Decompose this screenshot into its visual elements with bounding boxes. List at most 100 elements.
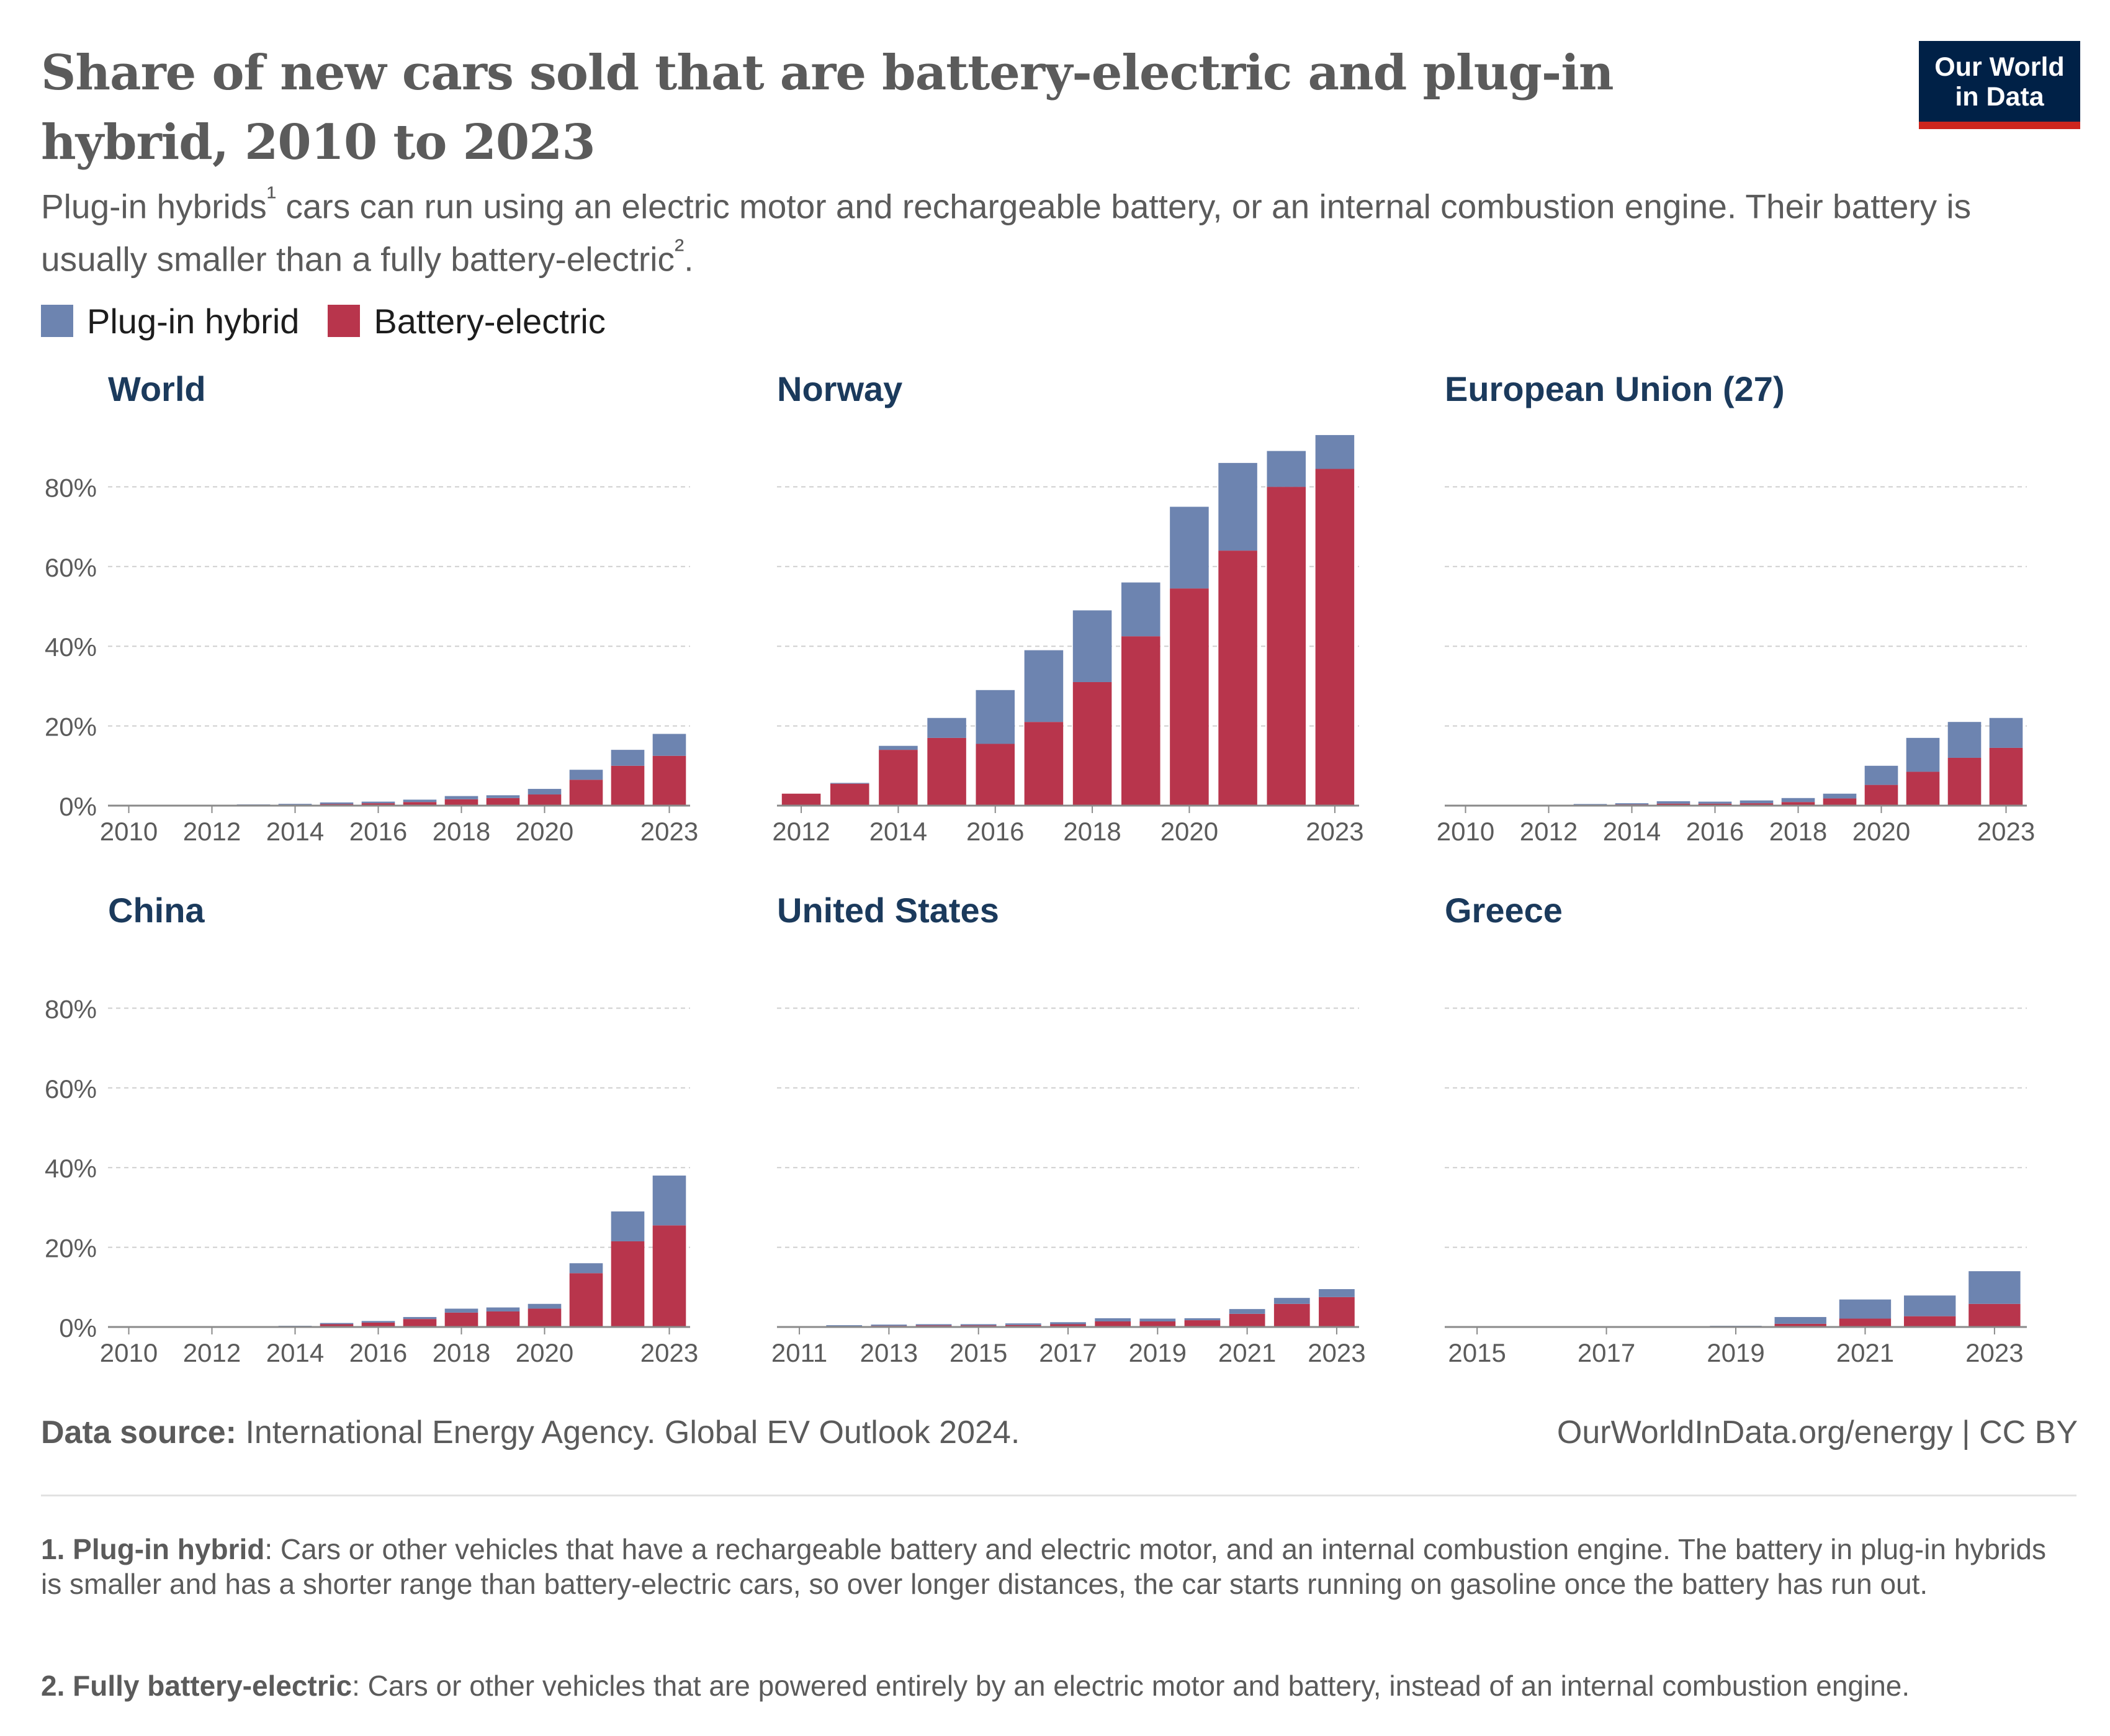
- bar-china-phev-2018: [444, 1308, 478, 1313]
- y-tick-label-china-0: 0%: [59, 1313, 97, 1342]
- bar-norway-bev-2014: [879, 750, 918, 806]
- x-tick-label-european-union-27-2023: 2023: [1977, 817, 2035, 846]
- bar-world-phev-2017: [403, 799, 437, 803]
- x-tick-label-world-2014: 2014: [266, 817, 324, 846]
- x-tick-label-norway-2023: 2023: [1306, 817, 1363, 846]
- x-tick-label-china-2018: 2018: [433, 1338, 490, 1367]
- data-source-text: International Energy Agency. Global EV O…: [236, 1414, 1020, 1450]
- x-tick-label-world-2023: 2023: [640, 817, 698, 846]
- bar-greece-bev-2020: [1774, 1323, 1826, 1327]
- bar-world-phev-2023: [652, 734, 686, 756]
- bar-china-bev-2022: [611, 1241, 645, 1327]
- bar-norway-bev-2022: [1267, 487, 1306, 806]
- footnote-2-label: 2. Fully battery-electric: [41, 1670, 352, 1702]
- bar-world-phev-2020: [528, 789, 562, 795]
- bar-united-states-phev-2016: [1005, 1323, 1041, 1325]
- bar-world-phev-2018: [444, 796, 478, 799]
- bar-norway-bev-2020: [1170, 588, 1209, 806]
- bar-world-bev-2021: [569, 780, 603, 806]
- bar-world-phev-2022: [611, 750, 645, 766]
- bar-united-states-bev-2021: [1229, 1313, 1265, 1327]
- bar-world-bev-2022: [611, 765, 645, 806]
- bar-greece-phev-2020: [1774, 1316, 1826, 1324]
- bar-world-bev-2018: [444, 799, 478, 806]
- credit-link[interactable]: OurWorldInData.org/energy | CC BY: [1556, 1414, 2078, 1450]
- legend-item-battery-electric[interactable]: Battery-electric: [328, 301, 606, 341]
- x-tick-label-china-2016: 2016: [349, 1338, 407, 1367]
- bar-european-union-27-bev-2019: [1823, 798, 1857, 806]
- bar-norway-bev-2015: [927, 737, 966, 806]
- bar-european-union-27-phev-2015: [1656, 801, 1690, 804]
- bar-european-union-27-phev-2014: [1615, 803, 1649, 805]
- bar-world-phev-2015: [320, 802, 354, 804]
- legend-item-plug-in-hybrid[interactable]: Plug-in hybrid: [41, 301, 299, 341]
- x-tick-label-world-2016: 2016: [349, 817, 407, 846]
- x-tick-label-united-states-2015: 2015: [950, 1338, 1007, 1367]
- footnote-ref-1[interactable]: ¹: [266, 181, 277, 212]
- y-tick-label-china-40: 40%: [45, 1154, 97, 1183]
- logo-line-1: Our World: [1934, 52, 2065, 82]
- x-tick-label-world-2010: 2010: [100, 817, 158, 846]
- bar-china-bev-2018: [444, 1312, 478, 1327]
- bar-world-bev-2023: [652, 755, 686, 806]
- x-tick-label-norway-2012: 2012: [772, 817, 830, 846]
- bar-united-states-phev-2020: [1184, 1318, 1221, 1321]
- panel-title-china: China: [108, 891, 205, 930]
- subtitle-text-2: cars can run using an electric motor and…: [41, 187, 1972, 279]
- bar-european-union-27-phev-2016: [1698, 801, 1732, 804]
- bar-norway-bev-2012: [781, 793, 821, 806]
- bar-norway-phev-2022: [1267, 451, 1306, 487]
- bar-china-phev-2021: [569, 1263, 603, 1274]
- data-source-label: Data source:: [41, 1414, 236, 1450]
- panel-title-european-union-27: European Union (27): [1445, 369, 1785, 408]
- bar-norway-bev-2021: [1218, 551, 1257, 806]
- x-tick-label-greece-2019: 2019: [1707, 1338, 1764, 1367]
- x-tick-label-world-2020: 2020: [516, 817, 573, 846]
- bar-world-phev-2021: [569, 770, 603, 780]
- panel-title-world: World: [108, 369, 206, 408]
- bar-european-union-27-bev-2015: [1656, 803, 1690, 806]
- bar-world-bev-2017: [403, 802, 437, 806]
- subtitle-text-3: .: [684, 240, 694, 279]
- chart-title: Share of new cars sold that are battery-…: [41, 45, 1614, 171]
- owid-logo[interactable]: Our World in Data: [1919, 41, 2080, 129]
- x-tick-label-greece-2021: 2021: [1836, 1338, 1894, 1367]
- bar-norway-bev-2019: [1121, 636, 1160, 806]
- bar-european-union-27-phev-2019: [1823, 793, 1857, 799]
- y-tick-label-world-40: 40%: [45, 632, 97, 662]
- bar-united-states-phev-2014: [915, 1324, 952, 1326]
- legend-swatch-battery-electric: [328, 305, 361, 337]
- bar-european-union-27-phev-2020: [1864, 765, 1898, 785]
- bar-norway-phev-2016: [976, 690, 1015, 744]
- logo-line-2: in Data: [1955, 82, 2044, 112]
- bar-european-union-27-bev-2016: [1698, 803, 1732, 806]
- bar-european-union-27-bev-2022: [1947, 757, 1982, 806]
- footnote-2-text: : Cars or other vehicles that are powere…: [352, 1670, 1910, 1702]
- bar-united-states-phev-2022: [1273, 1298, 1310, 1304]
- bar-european-union-27-phev-2017: [1740, 800, 1774, 804]
- bar-china-bev-2016: [361, 1322, 395, 1327]
- bar-european-union-27-bev-2020: [1864, 785, 1898, 806]
- bar-china-phev-2017: [403, 1316, 437, 1320]
- bar-european-union-27-bev-2021: [1906, 771, 1940, 806]
- bar-norway-phev-2015: [927, 717, 966, 738]
- footnote-ref-2[interactable]: ²: [674, 233, 685, 266]
- bar-china-bev-2020: [528, 1308, 562, 1327]
- bar-china-bev-2019: [486, 1311, 520, 1327]
- bar-norway-bev-2016: [976, 744, 1015, 806]
- bar-united-states-bev-2023: [1319, 1297, 1355, 1327]
- x-tick-label-european-union-27-2010: 2010: [1437, 817, 1494, 846]
- x-tick-label-european-union-27-2012: 2012: [1520, 817, 1578, 846]
- bar-china-phev-2020: [528, 1303, 562, 1309]
- data-source: Data source: International Energy Agency…: [41, 1414, 1020, 1451]
- x-tick-label-world-2018: 2018: [433, 817, 490, 846]
- bar-european-union-27-phev-2023: [1989, 717, 2023, 748]
- small-multiples-chart: World 0% 20% 40% 60% 80% 2010 2012 2014 2016 2018 2…: [45, 369, 2035, 1367]
- bar-european-union-27-bev-2023: [1989, 747, 2023, 806]
- bar-norway-phev-2019: [1121, 582, 1160, 637]
- bar-united-states-phev-2018: [1095, 1318, 1131, 1322]
- bar-greece-bev-2023: [1969, 1303, 2021, 1327]
- x-tick-label-united-states-2023: 2023: [1308, 1338, 1365, 1367]
- x-tick-label-united-states-2021: 2021: [1218, 1338, 1276, 1367]
- y-tick-label-world-0: 0%: [59, 792, 97, 821]
